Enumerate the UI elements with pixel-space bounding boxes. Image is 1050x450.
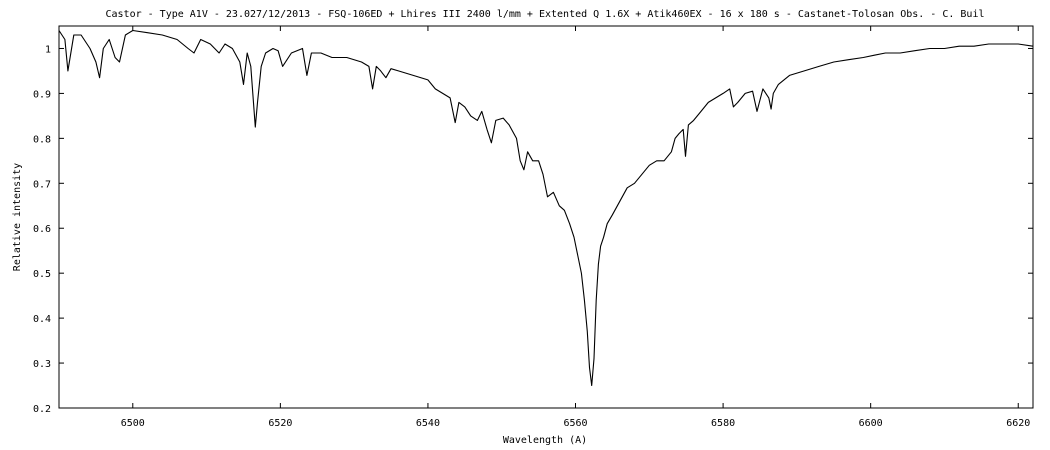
y-tick-label: 1: [45, 44, 51, 55]
x-tick-label: 6540: [416, 418, 440, 429]
x-tick-label: 6520: [268, 418, 292, 429]
series-layer: [58, 29, 1034, 387]
spectrum-line-0: [58, 29, 1034, 387]
y-tick-label: 0.6: [33, 224, 51, 235]
plot-frame: [58, 25, 1034, 409]
x-tick-label: 6620: [1006, 418, 1030, 429]
y-tick-label: 0.8: [33, 134, 51, 145]
x-tick-label: 6580: [711, 418, 735, 429]
y-tick-label: 0.4: [33, 314, 51, 325]
x-tick-label: 6500: [121, 418, 145, 429]
y-axis-label: Relative intensity: [12, 163, 23, 271]
y-axis: 0.2 0.3 0.4 0.5 0.6 0.7 0.8 0.9 1: [33, 44, 1033, 415]
y-tick-label: 0.7: [33, 179, 51, 190]
y-tick-label: 0.5: [33, 269, 51, 280]
y-tick-label: 0.3: [33, 359, 51, 370]
x-axis: 6500 6520 6540 6560 6580 6600 6620: [121, 26, 1030, 429]
chart-title: Castor - Type A1V - 23.027/12/2013 - FSQ…: [106, 9, 985, 20]
x-axis-label: Wavelength (A): [503, 435, 587, 446]
y-tick-label: 0.9: [33, 89, 51, 100]
x-tick-label: 6600: [859, 418, 883, 429]
x-tick-label: 6560: [563, 418, 587, 429]
y-tick-label: 0.2: [33, 404, 51, 415]
plot-border: [58, 25, 1034, 409]
